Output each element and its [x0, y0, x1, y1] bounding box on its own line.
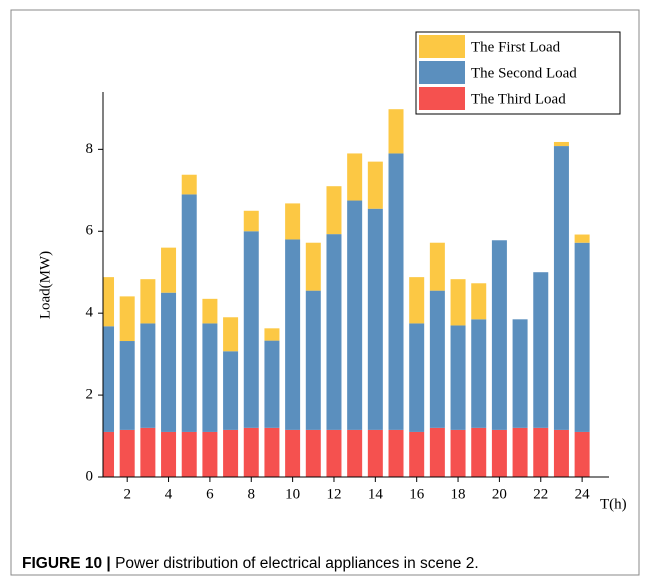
- bar-segment: [553, 429, 569, 477]
- bar-segment: [285, 239, 301, 430]
- bar-segment: [471, 283, 487, 320]
- bar-segment: [285, 429, 301, 477]
- bar-segment: [533, 427, 549, 477]
- bar-segment: [367, 208, 383, 430]
- x-tick-label: 2: [123, 486, 131, 502]
- bar-segment: [119, 296, 135, 342]
- bar-segment: [243, 427, 259, 477]
- bar-segment: [409, 431, 425, 477]
- legend-swatch: [419, 87, 465, 110]
- bar-segment: [264, 340, 280, 428]
- bar-segment: [553, 141, 569, 147]
- bar-segment: [140, 323, 156, 428]
- bar-segment: [574, 431, 590, 477]
- bar-segment: [202, 431, 218, 477]
- x-tick-label: 14: [368, 486, 384, 502]
- y-tick-label: 2: [86, 387, 94, 403]
- x-tick-label: 22: [533, 486, 548, 502]
- bar-segment: [119, 429, 135, 477]
- bar-segment: [202, 323, 218, 432]
- bar-segment: [285, 203, 301, 240]
- legend-label: The First Load: [471, 39, 561, 55]
- x-tick-label: 4: [165, 486, 173, 502]
- bar-segment: [388, 429, 404, 477]
- bar-segment: [367, 161, 383, 209]
- bar-segment: [450, 429, 466, 477]
- caption: FIGURE 10 | Power distribution of electr…: [22, 555, 479, 572]
- x-tick-label: 6: [206, 486, 214, 502]
- y-tick-label: 6: [86, 223, 94, 239]
- x-axis-label: T(h): [600, 496, 627, 512]
- bar-segment: [264, 427, 280, 477]
- bar-segment: [429, 290, 445, 428]
- x-tick-label: 24: [575, 486, 591, 502]
- bar-segment: [223, 351, 239, 430]
- bar-segment: [326, 234, 342, 430]
- caption-text: Power distribution of electrical applian…: [115, 555, 479, 572]
- legend-swatch: [419, 61, 465, 84]
- bar-segment: [119, 341, 135, 430]
- bar-segment: [553, 146, 569, 430]
- bar-segment: [512, 319, 528, 428]
- bar-segment: [140, 279, 156, 324]
- bar-segment: [103, 277, 115, 327]
- frame: [10, 9, 640, 576]
- bar-segment: [103, 431, 115, 477]
- bar-segment: [161, 431, 177, 477]
- bar-segment: [574, 242, 590, 432]
- legend-label: The Third Load: [471, 91, 566, 107]
- bar-segment: [305, 290, 321, 430]
- bar-segment: [429, 242, 445, 291]
- bar-segment: [243, 210, 259, 232]
- bar-segment: [450, 279, 466, 326]
- bar-segment: [347, 429, 363, 477]
- bar-segment: [161, 247, 177, 293]
- bar-segment: [181, 194, 197, 432]
- bar-segment: [574, 234, 590, 243]
- y-tick-label: 0: [86, 468, 94, 484]
- bar-segment: [347, 200, 363, 430]
- bar-segment: [181, 431, 197, 477]
- y-tick-label: 4: [86, 305, 94, 321]
- bar-segment: [471, 319, 487, 428]
- y-tick-label: 8: [86, 141, 94, 157]
- bar-segment: [367, 429, 383, 477]
- bar-segment: [103, 326, 115, 432]
- bar-segment: [305, 242, 321, 291]
- x-tick-label: 16: [409, 486, 425, 502]
- bar-segment: [471, 427, 487, 477]
- bar-segment: [140, 427, 156, 477]
- legend-swatch: [419, 35, 465, 58]
- x-tick-label: 10: [285, 486, 300, 502]
- bar-segment: [202, 298, 218, 324]
- x-tick-label: 18: [451, 486, 466, 502]
- bar-segment: [305, 429, 321, 477]
- bar-segment: [181, 174, 197, 195]
- bar-segment: [409, 277, 425, 324]
- bar-segment: [450, 325, 466, 430]
- bar-segment: [161, 292, 177, 432]
- legend-label: The Second Load: [471, 65, 577, 81]
- bar-segment: [264, 328, 280, 341]
- bar-segment: [491, 240, 507, 430]
- bar-segment: [388, 109, 404, 154]
- bar-segment: [491, 429, 507, 477]
- bar-segment: [326, 186, 342, 235]
- bar-segment: [429, 427, 445, 477]
- bar-segment: [243, 231, 259, 428]
- bar-segment: [347, 153, 363, 201]
- bar-segment: [223, 317, 239, 352]
- y-axis-label: Load(MW): [37, 251, 53, 319]
- bar-segment: [409, 323, 425, 432]
- x-tick-label: 8: [248, 486, 256, 502]
- bar-segment: [223, 429, 239, 477]
- caption-label: FIGURE 10 |: [22, 555, 111, 572]
- bar-segment: [326, 429, 342, 477]
- x-tick-label: 20: [492, 486, 507, 502]
- bar-segment: [512, 427, 528, 477]
- x-tick-label: 12: [326, 486, 341, 502]
- bar-segment: [388, 153, 404, 430]
- bar-segment: [533, 272, 549, 428]
